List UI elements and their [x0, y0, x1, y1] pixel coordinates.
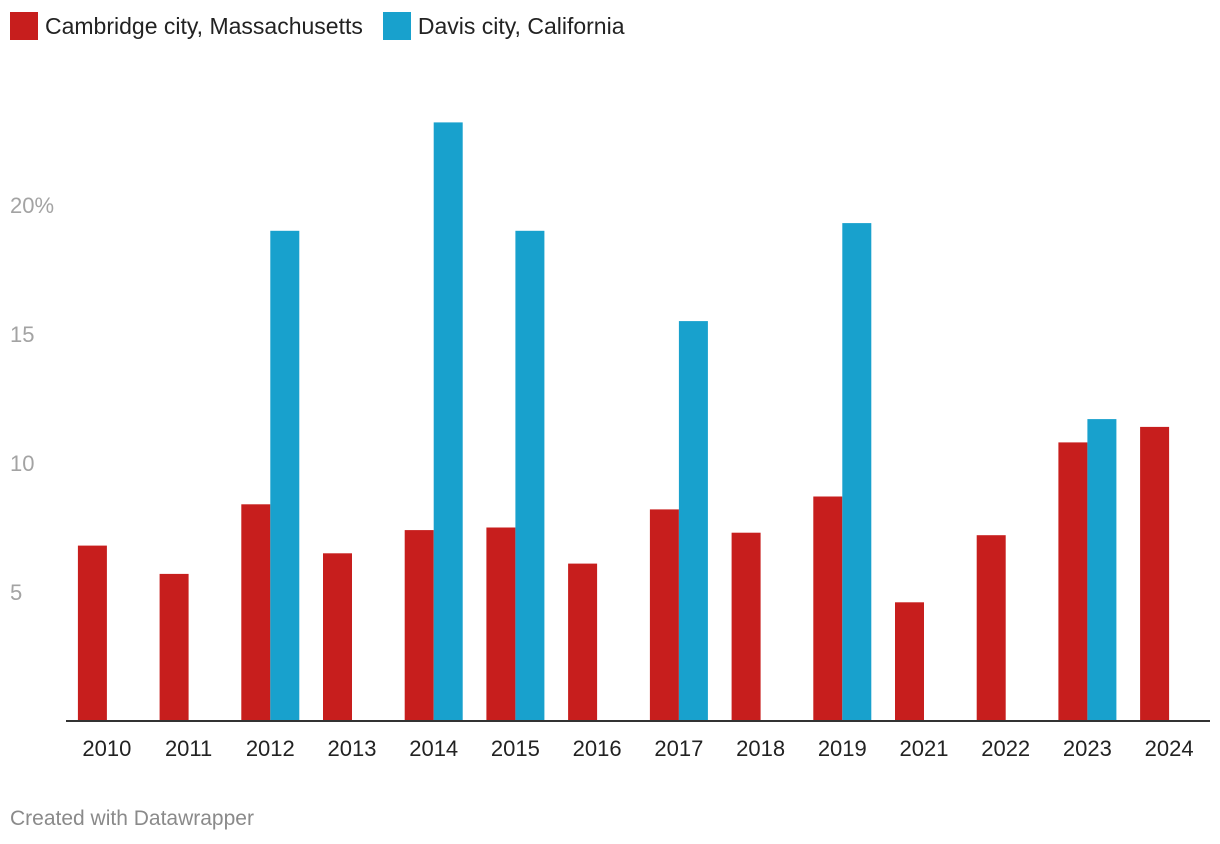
x-tick-label: 2012	[246, 736, 295, 761]
bar-cambridge-2023	[1058, 442, 1088, 721]
bar-cambridge-2012	[241, 504, 271, 721]
bar-davis-2019	[842, 223, 872, 721]
bar-davis-2017	[678, 321, 708, 721]
x-tick-label: 2023	[1063, 736, 1112, 761]
y-tick-label: 10	[10, 451, 34, 476]
bar-cambridge-2022	[976, 535, 1006, 721]
bar-cambridge-2018	[731, 532, 761, 721]
bar-cambridge-2011	[159, 573, 189, 721]
legend-swatch-davis	[382, 12, 411, 40]
footer-credit: Created with Datawrapper	[10, 807, 254, 830]
y-tick-label: 5	[10, 580, 22, 605]
x-tick-label: 2011	[165, 736, 212, 761]
x-tick-label: 2022	[981, 736, 1030, 761]
legend-label-cambridge: Cambridge city, Massachusetts	[45, 12, 363, 39]
bar-davis-2014	[433, 122, 463, 721]
bar-davis-2012	[270, 230, 300, 722]
bar-cambridge-2017	[649, 509, 679, 721]
bar-cambridge-2013	[323, 553, 352, 721]
legend-swatch-cambridge	[10, 12, 38, 40]
bar-cambridge-2014	[404, 530, 434, 721]
bar-cambridge-2016	[568, 563, 598, 721]
bar-cambridge-2015	[486, 527, 516, 721]
legend-item-cambridge: Cambridge city, Massachusetts	[10, 12, 363, 40]
bar-cambridge-2024	[1140, 426, 1170, 721]
x-tick-label: 2013	[328, 736, 377, 761]
x-tick-label: 2019	[818, 736, 867, 761]
x-tick-label: 2021	[900, 736, 949, 761]
x-tick-label: 2015	[491, 736, 540, 761]
bar-davis-2023	[1087, 419, 1117, 721]
bar-cambridge-2019	[813, 496, 843, 721]
x-tick-label: 2014	[409, 736, 458, 761]
y-tick-label: 15	[10, 322, 34, 347]
legend: Cambridge city, Massachusetts Davis city…	[10, 12, 645, 40]
bar-cambridge-2021	[895, 602, 924, 721]
x-tick-label: 2017	[654, 736, 703, 761]
bar-davis-2015	[515, 230, 545, 722]
x-tick-label: 2010	[82, 736, 131, 761]
bar-cambridge-2010	[77, 545, 107, 721]
y-tick-label: 20%	[10, 193, 54, 218]
legend-label-davis: Davis city, California	[417, 12, 625, 39]
legend-item-davis: Davis city, California	[382, 12, 625, 40]
x-tick-label: 2018	[736, 736, 785, 761]
x-tick-label: 2016	[573, 736, 622, 761]
x-tick-label: 2024	[1145, 736, 1194, 761]
